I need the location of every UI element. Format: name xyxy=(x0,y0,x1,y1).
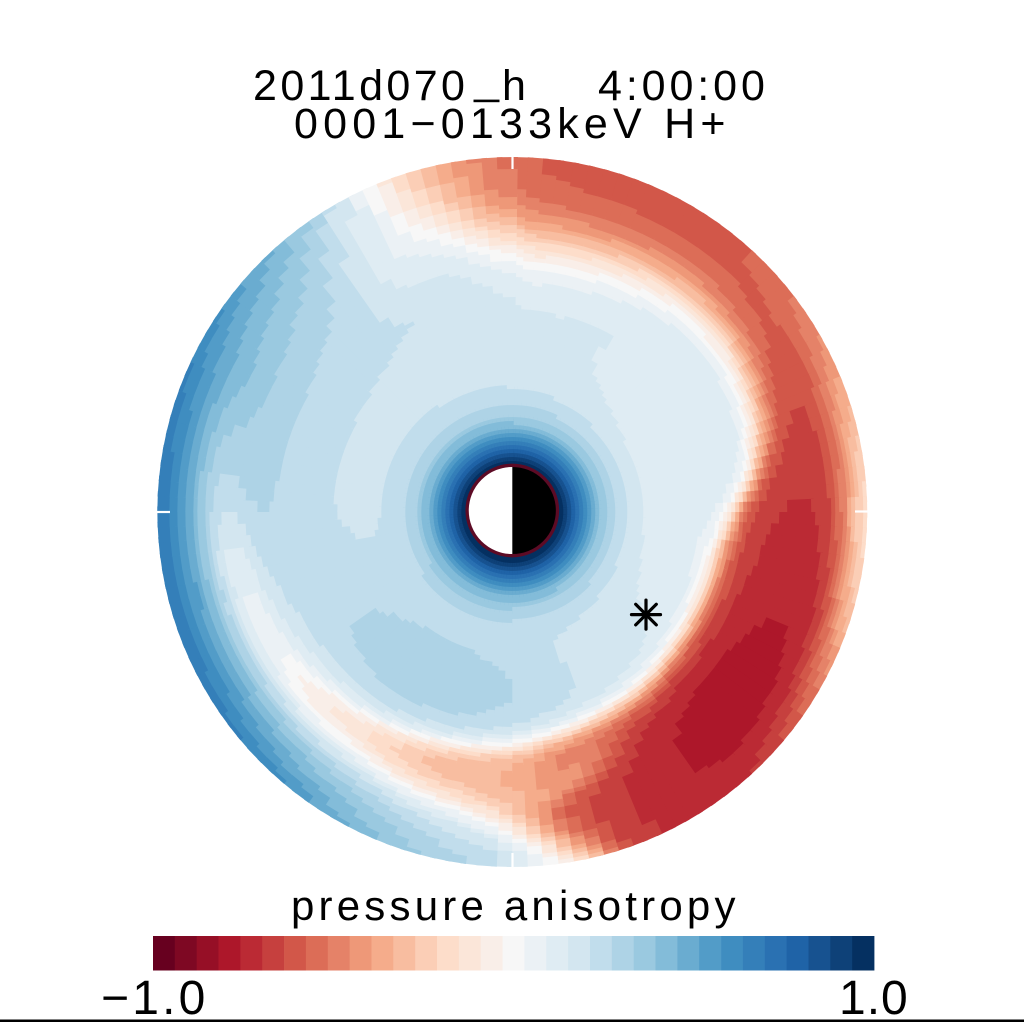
svg-text:h: h xyxy=(502,62,529,110)
svg-text:pressure anisotropy: pressure anisotropy xyxy=(291,882,740,929)
svg-text:2011d070: 2011d070 xyxy=(253,62,468,110)
svg-text:0001−0133keV H+: 0001−0133keV H+ xyxy=(294,100,731,148)
svg-text:−1.0: −1.0 xyxy=(101,972,209,1024)
svg-text:4:00:00: 4:00:00 xyxy=(598,62,769,110)
svg-text:1.0: 1.0 xyxy=(839,972,909,1024)
